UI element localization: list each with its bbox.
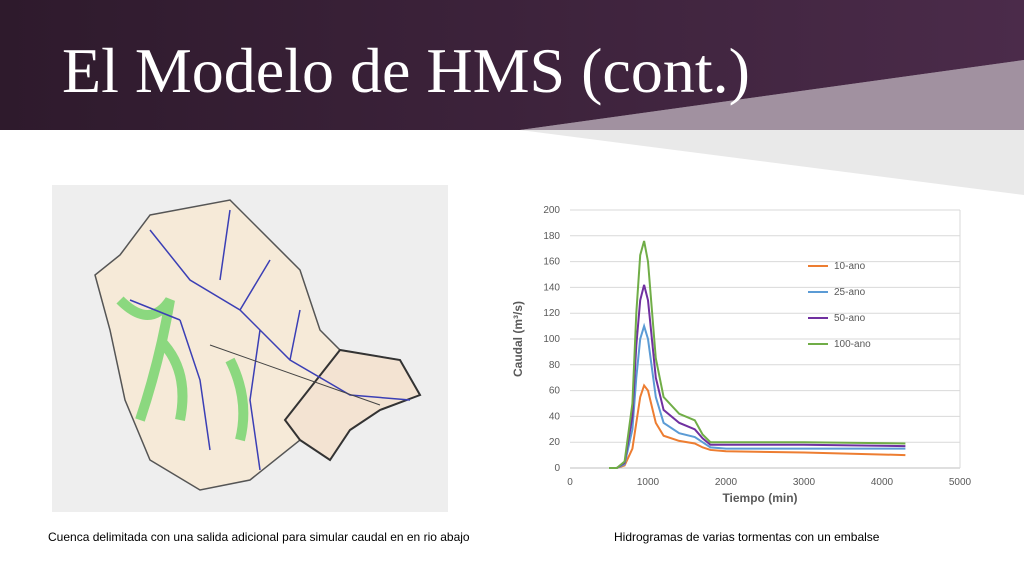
legend-label: 25-ano — [834, 287, 866, 298]
x-tick-label: 0 — [567, 477, 573, 488]
y-tick-label: 160 — [543, 257, 560, 268]
y-tick-label: 180 — [543, 231, 560, 242]
legend-label: 100-ano — [834, 339, 871, 350]
x-tick-label: 4000 — [871, 477, 894, 488]
y-tick-label: 60 — [549, 386, 561, 397]
series-line — [609, 240, 906, 469]
x-axis-label: Tiempo (min) — [722, 491, 797, 505]
y-axis-label: Caudal (m³/s) — [511, 301, 525, 377]
x-tick-label: 3000 — [793, 477, 816, 488]
legend-label: 10-ano — [834, 261, 866, 272]
x-tick-label: 1000 — [637, 477, 660, 488]
y-tick-label: 200 — [543, 205, 560, 216]
y-tick-label: 0 — [554, 463, 560, 474]
x-tick-label: 5000 — [949, 477, 972, 488]
legend-label: 50-ano — [834, 313, 866, 324]
y-tick-label: 140 — [543, 282, 560, 293]
map-caption: Cuenca delimitada con una salida adicion… — [48, 530, 470, 544]
y-tick-label: 80 — [549, 360, 561, 371]
y-tick-label: 40 — [549, 411, 561, 422]
slide-title: El Modelo de HMS (cont.) — [62, 35, 750, 106]
series-line — [609, 383, 906, 469]
rivers — [129, 209, 411, 471]
y-tick-label: 20 — [549, 437, 561, 448]
outlet-link — [209, 344, 381, 406]
y-tick-label: 120 — [543, 308, 560, 319]
x-tick-label: 2000 — [715, 477, 738, 488]
terrain-green — [116, 296, 249, 442]
y-tick-label: 100 — [543, 334, 560, 345]
series-line — [609, 284, 906, 469]
chart-caption: Hidrogramas de varias tormentas con un e… — [614, 530, 880, 544]
header-wedge-dark — [520, 60, 1024, 130]
series-line — [609, 322, 906, 469]
